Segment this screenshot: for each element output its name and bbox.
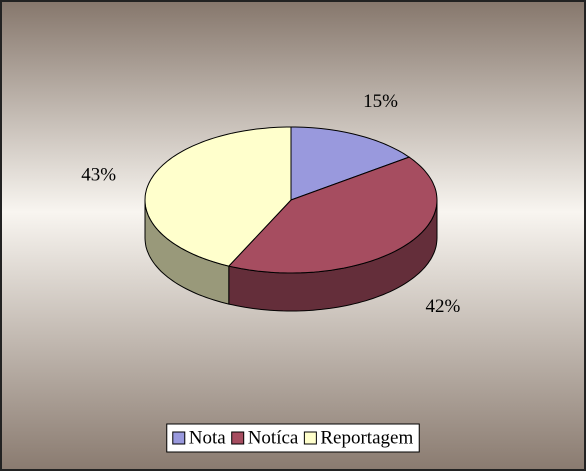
legend-label: Reportagem [320, 427, 413, 448]
legend-box [166, 423, 420, 453]
legend-swatch [172, 431, 186, 445]
legend-label: Notíca [248, 427, 299, 448]
data-label: 43% [81, 164, 116, 185]
data-label: 15% [363, 91, 398, 112]
legend: Nota Notíca Reportagem [166, 423, 420, 453]
legend-swatch [231, 431, 245, 445]
legend-label: Nota [189, 427, 227, 448]
slice [227, 156, 438, 274]
slice [144, 126, 292, 267]
legend-swatch [303, 431, 317, 445]
data-label: 42% [425, 296, 460, 317]
slice [290, 126, 411, 201]
